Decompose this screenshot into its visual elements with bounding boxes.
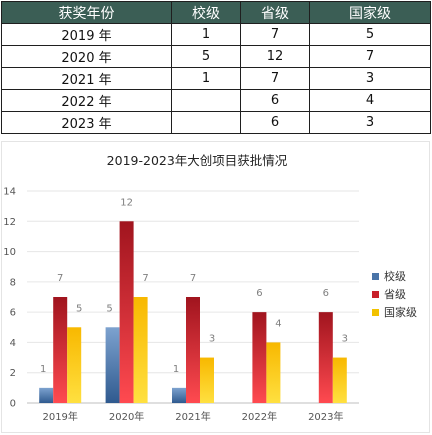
award-table: 获奖年份 校级 省级 国家级 2019 年 1 7 5 2020 年 5 12 … (1, 1, 431, 134)
cell-school: 1 (171, 67, 241, 90)
cell-national: 5 (309, 23, 431, 46)
y-tick-label: 12 (3, 217, 16, 228)
x-tick-label: 2019年 (42, 410, 77, 423)
table-row: 2021 年 1 7 3 (1, 67, 431, 90)
data-label: 3 (209, 334, 215, 345)
chart-title: 2019-2023年大创项目获批情况 (107, 153, 288, 168)
data-label: 3 (342, 334, 348, 345)
data-label: 5 (76, 303, 82, 314)
cell-year: 2021 年 (1, 67, 172, 90)
data-label: 7 (57, 273, 63, 284)
x-tick-label: 2021年 (175, 410, 210, 423)
table-row: 2022 年 6 4 (1, 89, 431, 112)
y-axis: 0 2 4 6 8 10 12 14 (3, 187, 16, 410)
cell-national: 7 (309, 45, 431, 68)
bar (172, 387, 186, 403)
y-tick-label: 0 (10, 399, 16, 410)
data-label: 7 (142, 273, 148, 284)
header-national-level: 国家级 (309, 1, 431, 24)
table-row: 2019 年 1 7 5 (1, 23, 431, 46)
y-tick-label: 6 (10, 308, 16, 319)
cell-year: 2020 年 (1, 45, 172, 68)
data-label: 12 (120, 197, 133, 208)
legend-label: 省级 (384, 288, 406, 301)
x-axis: 2019年 2020年 2021年 2022年 2023年 (42, 410, 343, 423)
cell-provincial: 6 (240, 111, 310, 134)
bar (186, 297, 200, 403)
legend-swatch (372, 309, 379, 316)
x-tick-label: 2020年 (109, 410, 144, 423)
cell-national: 4 (309, 89, 431, 112)
data-label: 1 (173, 364, 179, 375)
cell-provincial: 6 (240, 89, 310, 112)
data-label: 6 (323, 288, 329, 299)
bar-chart: 2019-2023年大创项目获批情况 0 2 4 6 8 10 12 14 1 7 5 5 12 7 1 7… (3, 153, 417, 423)
cell-year: 2019 年 (1, 23, 172, 46)
chart-panel: 2019-2023年大创项目获批情况 0 2 4 6 8 10 12 14 1 7 5 5 12 7 1 7… (1, 141, 430, 433)
bar (318, 312, 333, 403)
data-labels: 1 7 5 5 12 7 1 7 3 6 4 6 3 (40, 197, 348, 375)
cell-school: 5 (171, 45, 241, 68)
cell-year: 2023 年 (1, 111, 172, 134)
header-provincial-level: 省级 (240, 1, 310, 24)
bar (105, 327, 120, 403)
x-tick-label: 2022年 (242, 410, 277, 423)
cell-provincial: 12 (240, 45, 310, 68)
bar (67, 327, 82, 403)
y-tick-label: 10 (3, 247, 16, 258)
bar (332, 357, 347, 403)
data-label: 4 (275, 318, 281, 329)
header-school-level: 校级 (171, 1, 241, 24)
y-tick-label: 8 (10, 277, 16, 288)
data-label: 7 (190, 273, 196, 284)
cell-national: 3 (309, 67, 431, 90)
cell-school: 1 (171, 23, 241, 46)
table-header-row: 获奖年份 校级 省级 国家级 (1, 1, 431, 24)
cell-year: 2022 年 (1, 89, 172, 112)
cell-provincial: 7 (240, 67, 310, 90)
y-tick-label: 4 (10, 338, 16, 349)
bar (200, 357, 214, 403)
bar (119, 221, 134, 403)
x-tick-label: 2023年 (308, 410, 343, 423)
data-label: 1 (40, 364, 46, 375)
legend-label: 校级 (384, 269, 406, 283)
legend-label: 国家级 (384, 305, 417, 319)
bar (39, 387, 54, 403)
cell-school (171, 111, 241, 134)
y-tick-label: 14 (3, 187, 16, 198)
y-tick-label: 2 (10, 368, 16, 379)
data-label: 6 (256, 288, 262, 299)
legend-swatch (372, 291, 379, 298)
bars (39, 221, 347, 403)
bar (266, 342, 281, 403)
header-year: 获奖年份 (1, 1, 172, 24)
cell-provincial: 7 (240, 23, 310, 46)
cell-school (171, 89, 241, 112)
table-row: 2020 年 5 12 7 (1, 45, 431, 68)
bar (252, 312, 267, 403)
bar (133, 297, 148, 403)
legend-swatch (372, 273, 379, 280)
table-row: 2023 年 6 3 (1, 111, 431, 134)
data-label: 5 (106, 303, 112, 314)
bar (53, 297, 68, 403)
cell-national: 3 (309, 111, 431, 134)
